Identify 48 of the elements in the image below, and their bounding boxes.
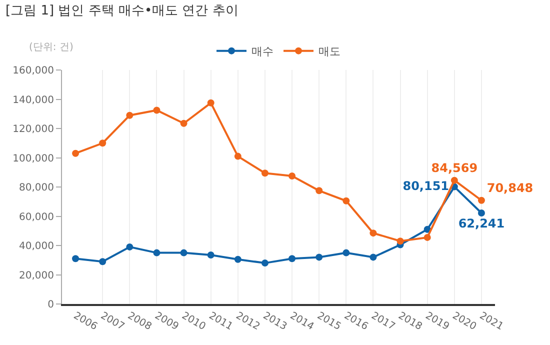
legend-label: 매도 (318, 45, 340, 58)
point (342, 249, 350, 256)
point (234, 152, 242, 160)
y-tick-label: 0 (48, 300, 54, 310)
point (316, 254, 323, 261)
point (153, 106, 160, 114)
point (234, 256, 242, 263)
y-tick-label: 20,000 (19, 270, 54, 282)
point (126, 243, 134, 250)
point (424, 234, 431, 241)
y-tick-label: 40,000 (19, 241, 54, 252)
y-tick-label: 120,000 (12, 124, 54, 135)
y-tick-label: 140,000 (12, 94, 54, 106)
x-tick-label: 2017 (369, 310, 397, 333)
point (342, 197, 350, 204)
point (316, 187, 323, 194)
point (180, 120, 188, 127)
point (207, 99, 214, 106)
point (99, 258, 106, 266)
chart-title: [그림 1] 법인 주택 매수•매도 연간 추이 (6, 3, 238, 18)
point (450, 176, 458, 184)
point (207, 252, 214, 259)
point (478, 209, 485, 216)
text: (단위: 건) (29, 42, 74, 53)
point (72, 255, 80, 262)
y-tick-label: 60,000 (19, 212, 54, 223)
point (288, 172, 296, 180)
point (153, 249, 160, 256)
point (261, 260, 268, 267)
point (72, 150, 80, 157)
x-tick-label: 2007 (98, 310, 126, 333)
data-label: 84,569 (431, 160, 478, 175)
data-label: 70,848 (486, 181, 534, 196)
data-label: 62,241 (458, 216, 505, 230)
point (478, 196, 485, 204)
data-label: 80,151 (402, 178, 450, 193)
point (126, 112, 134, 119)
point (99, 140, 106, 147)
y-tick-label: 80,000 (19, 182, 54, 194)
y-tick-label: 160,000 (12, 66, 54, 76)
y-tick-label: 100,000 (12, 153, 54, 164)
point (370, 254, 377, 261)
legend-label: 매수 (252, 45, 274, 58)
point (288, 255, 296, 262)
point (396, 238, 404, 245)
point (261, 170, 268, 177)
point (370, 230, 377, 237)
point (180, 249, 188, 256)
